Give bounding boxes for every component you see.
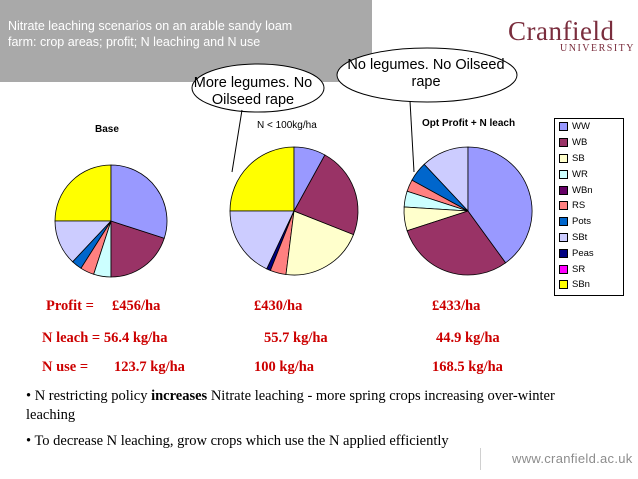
bullet-1-text-a: • N restricting policy [26, 388, 152, 404]
legend-item-sb: SB [555, 151, 623, 167]
legend-item-wr: WR [555, 166, 623, 182]
callout-bubble-left [191, 63, 325, 113]
bullet-1-text-b: Nitrate leaching - more spring crops inc… [26, 388, 555, 423]
legend-label-rs: RS [572, 200, 586, 212]
logo-subtitle: UNIVERSITY [560, 43, 635, 54]
profit-opt: £433/ha [432, 298, 481, 314]
nuse-base: 123.7 kg/ha [114, 359, 185, 375]
legend-item-sbt: SBt [555, 230, 623, 246]
legend-item-sr: SR [555, 261, 623, 277]
bullet-1: • N restricting policy increases Nitrate… [26, 387, 596, 425]
cranfield-logo: Cranfield UNIVERSITY [508, 18, 635, 54]
legend-item-ww: WW [555, 119, 623, 135]
legend-swatch-wb [559, 138, 568, 148]
legend-item-pots: Pots [555, 214, 623, 230]
callout-more-legumes: More legumes. No Oilseed rape [193, 75, 313, 108]
legend-item-sbn: SBn [555, 277, 623, 293]
profit-n100: £430/ha [254, 298, 303, 314]
legend-swatch-peas [559, 248, 568, 258]
nuse-n100: 100 kg/ha [254, 359, 315, 375]
footer-divider [480, 448, 481, 470]
legend-item-rs: RS [555, 198, 623, 214]
footer-url: www.cranfield.ac.uk [512, 451, 633, 466]
legend-item-wbn: WBn [555, 182, 623, 198]
legend-swatch-sbn [559, 280, 568, 290]
chart-title-n100: N < 100kg/ha [257, 120, 317, 131]
nleach-opt: 44.9 kg/ha [436, 330, 500, 346]
nleach-label: N leach = 56.4 kg/ha [42, 330, 168, 346]
bullet-2: • To decrease N leaching, grow crops whi… [26, 433, 449, 449]
pie-slice-opt-ww [467, 146, 533, 264]
profit-base: £456/ha [112, 298, 161, 314]
nuse-opt: 168.5 kg/ha [432, 359, 503, 375]
legend-label-pots: Pots [572, 216, 592, 228]
pie-slice-n100-wb [293, 154, 359, 236]
legend-swatch-rs [559, 201, 568, 211]
callout-bubble-right [336, 47, 518, 103]
legend-swatch-ww [559, 122, 568, 132]
legend-swatch-wr [559, 169, 568, 179]
legend-swatch-sr [559, 264, 568, 274]
legend-swatch-pots [559, 217, 568, 227]
callout-no-legumes: No legumes. No Oilseed rape [347, 57, 505, 90]
logo-wordmark: Cranfield [508, 16, 615, 46]
chart-title-base: Base [95, 124, 119, 135]
pie-slice-opt-wb [406, 210, 507, 276]
pie-slice-n100-ww [293, 146, 326, 212]
slide-title: Nitrate leaching scenarios on an arable … [8, 19, 293, 49]
legend-label-wbn: WBn [572, 184, 593, 196]
legend-label-ww: WW [572, 121, 590, 133]
pie-slice-base-sbn [54, 164, 112, 222]
legend-label-sbt: SBt [572, 231, 588, 243]
legend-label-wb: WB [572, 137, 588, 149]
nleach-n100: 55.7 kg/ha [264, 330, 328, 346]
legend-item-wb: WB [555, 135, 623, 151]
header-band [0, 0, 372, 82]
legend-swatch-sbt [559, 232, 568, 242]
pie-slice-base-ww [110, 164, 168, 239]
profit-label: Profit = [46, 298, 94, 314]
legend-label-peas: Peas [572, 247, 594, 259]
callout-pointer-left [231, 109, 243, 173]
pie-slice-n100-sb [285, 210, 355, 276]
legend-label-sbn: SBn [572, 279, 590, 291]
pie-slice-base-wb [110, 220, 165, 278]
pie-slice-n100-sbt [229, 210, 295, 270]
legend-label-sb: SB [572, 152, 585, 164]
legend-item-peas: Peas [555, 245, 623, 261]
pie-slice-n100-sbn [229, 146, 295, 212]
chart-title-opt: Opt Profit + N leach [422, 118, 516, 129]
legend-label-sr: SR [572, 263, 586, 275]
callout-pointer-right [409, 100, 415, 173]
legend-swatch-sb [559, 153, 568, 163]
legend-label-wr: WR [572, 168, 588, 180]
nuse-label: N use = [42, 359, 89, 375]
bullet-1-bold: increases [151, 388, 208, 404]
legend-swatch-wbn [559, 185, 568, 195]
chart-legend: WW WB SB WR WBn RS Pots SBt Peas SR SBn [554, 118, 624, 296]
